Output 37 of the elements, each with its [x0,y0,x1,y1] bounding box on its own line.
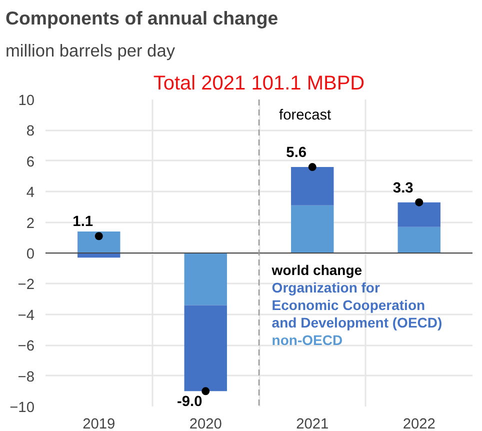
y-tick-label: 2 [26,216,35,232]
x-tick-label: 2019 [82,416,116,431]
y-tick-label: 4 [26,185,35,202]
bar [291,167,334,206]
data-label: 1.1 [72,214,94,230]
bar [398,202,440,227]
chart-subtitle: million barrels per day [6,40,176,60]
bar [184,305,227,392]
y-tick-label: 8 [26,124,35,140]
text: world change [270,262,362,278]
x-tick-label: 2021 [296,416,329,431]
chart-title: Components of annual change [6,8,278,28]
data-label: 3.3 [392,180,414,196]
text: non-OECD [272,332,343,348]
point [202,387,210,396]
text: Total 2021 101.1 MBPD [153,72,365,94]
y-tick-label: −10 [10,400,35,416]
y-tick-label: −4 [18,308,35,324]
bar [291,205,334,253]
x-tick-label: 2022 [402,416,436,431]
ref-line-label: forecast [279,108,332,124]
bar [184,253,227,306]
y-tick-label: −8 [18,369,35,386]
data-label: -9.0 [176,394,202,410]
y-tick-label: 6 [26,154,35,170]
y-tick-label: 10 [18,93,35,109]
text: Organization for Economic Cooperation and Development (OECD) [272,279,442,330]
data-label: 5.6 [286,145,307,162]
point [415,198,424,206]
point [308,163,316,172]
x-tick-label: 2020 [189,416,222,431]
y-tick-label: −2 [18,277,35,294]
bar [398,226,440,253]
y-tick-label: 0 [26,246,35,262]
point [94,232,103,240]
y-tick-label: −6 [18,338,35,355]
bar [78,232,120,253]
